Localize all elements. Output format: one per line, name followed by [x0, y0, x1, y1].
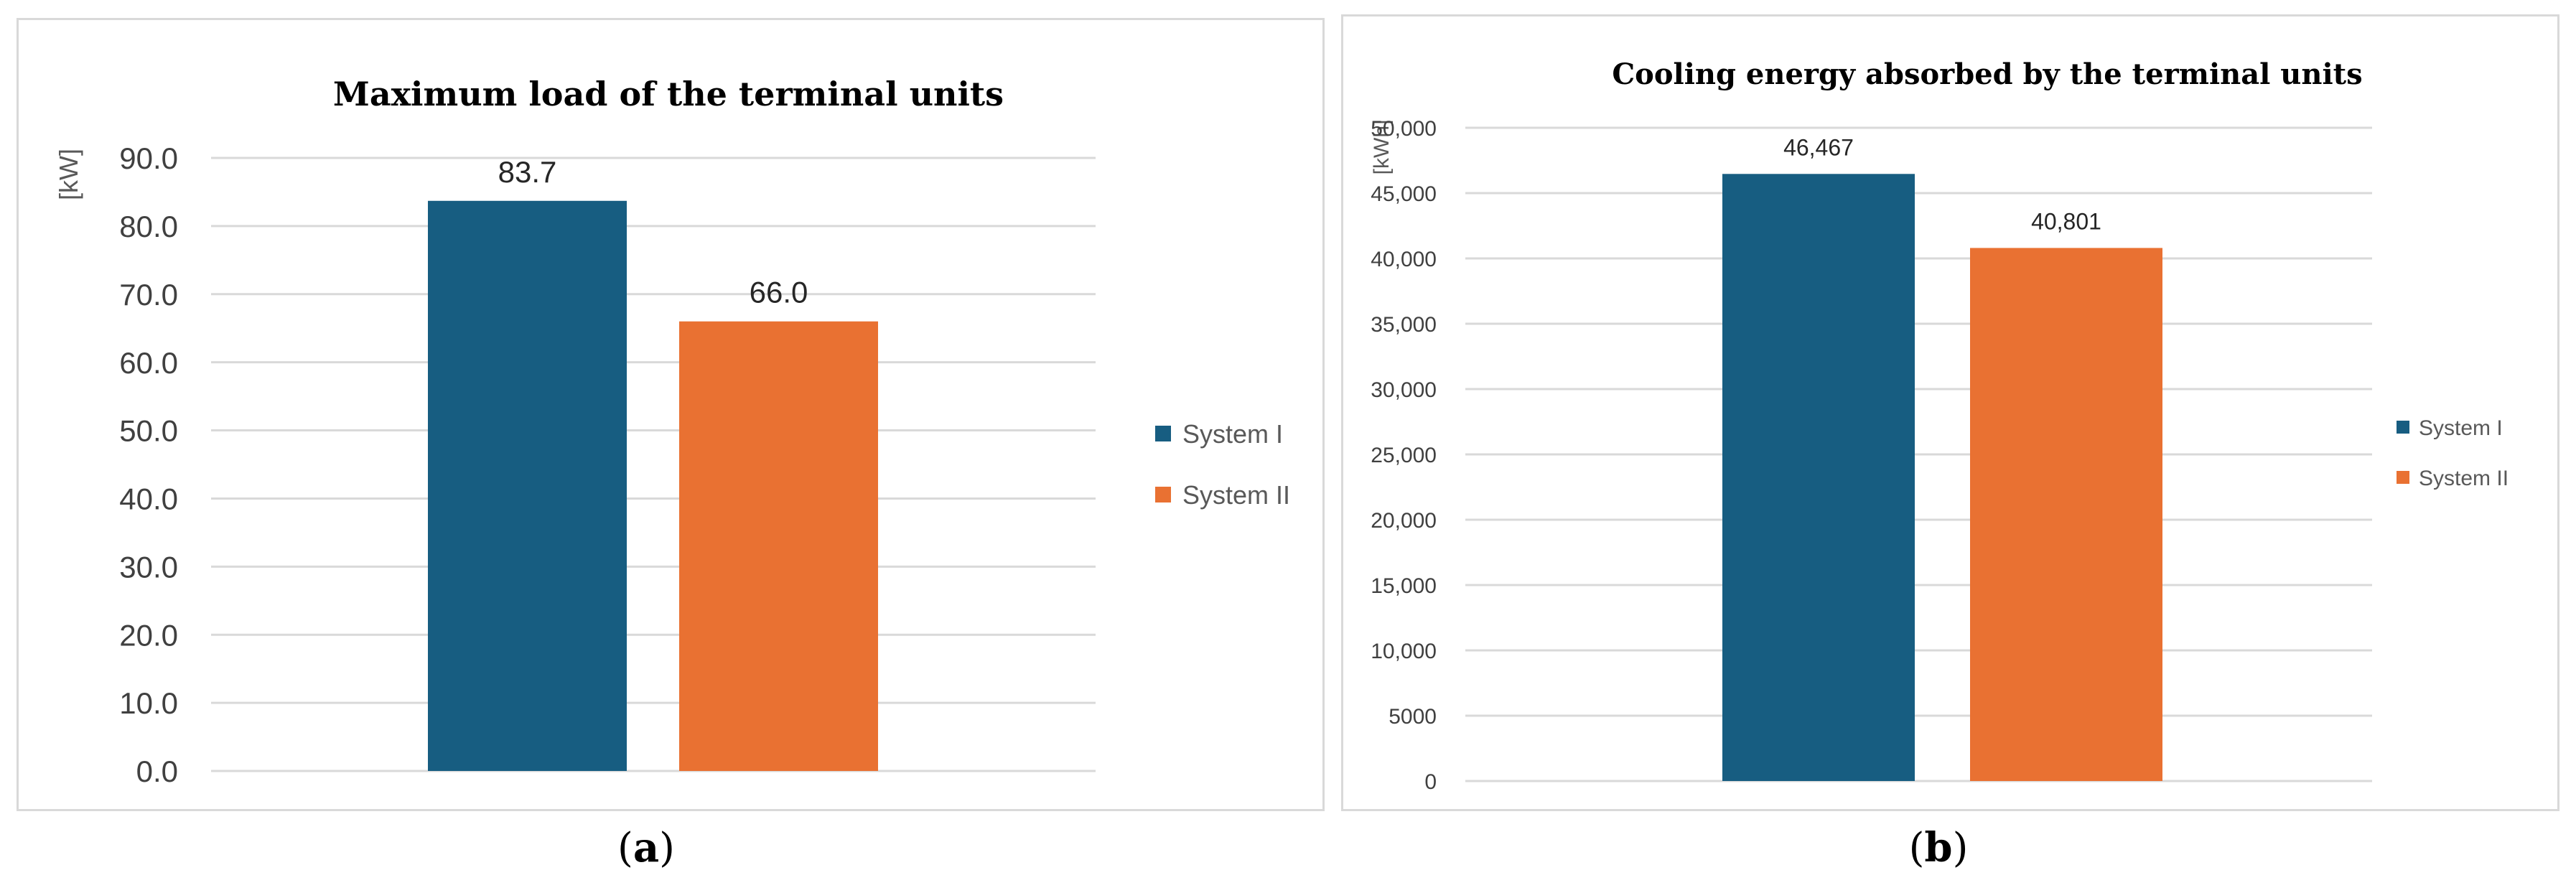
chart-b-y-tick-label: 35,000 [1371, 313, 1437, 337]
chart-panel-a: Maximum load of the terminal units [kW] 0.… [17, 18, 1325, 811]
chart-b-y-tick-label: 10,000 [1371, 640, 1437, 663]
chart-b-title: Cooling energy absorbed by the terminal … [1612, 57, 2362, 91]
chart-b-bar-system-i [1722, 174, 1915, 781]
caption-b-letter: b [1924, 824, 1953, 871]
chart-a-y-tick-label: 60.0 [119, 346, 178, 380]
caption-a: (a) [617, 824, 675, 871]
chart-b-legend-label: System II [2419, 467, 2509, 490]
chart-b-y-tick-label: 25,000 [1371, 444, 1437, 467]
chart-a-legend-label: System I [1182, 419, 1283, 449]
chart-a-y-tick-label: 90.0 [119, 141, 178, 175]
chart-a-y-tick-label: 80.0 [119, 210, 178, 243]
chart-b-legend-swatch [2397, 471, 2409, 484]
chart-b-data-label: 46,467 [1783, 134, 1854, 160]
chart-a-y-tick-label: 10.0 [119, 686, 178, 720]
chart-b-y-tick-label: 40,000 [1371, 248, 1437, 271]
chart-b-y-unit: [kWh] [1370, 120, 1394, 175]
chart-a-y-tick-label: 20.0 [119, 618, 178, 652]
chart-b-y-tick-label: 45,000 [1371, 182, 1437, 206]
chart-b-y-tick-label: 50,000 [1371, 117, 1437, 141]
chart-a-y-tick-label: 50.0 [119, 414, 178, 448]
chart-a-svg: Maximum load of the terminal units [kW] 0.… [54, 75, 1290, 788]
chart-a-legend-swatch [1155, 426, 1171, 441]
chart-b-y-tick-label: 5000 [1389, 705, 1437, 729]
chart-panel-b: Cooling energy absorbed by the terminal … [1341, 14, 2559, 811]
chart-b-y-tick-label: 15,000 [1371, 574, 1437, 598]
chart-a-y-unit: [kW] [54, 149, 83, 200]
chart-b-y-tick-label: 0 [1424, 770, 1437, 794]
caption-b: (b) [1908, 824, 1969, 871]
chart-b-y-tick-label: 20,000 [1371, 509, 1437, 533]
chart-a-legend-swatch [1155, 487, 1171, 502]
chart-a-legend-label: System II [1182, 480, 1290, 510]
chart-a-title: Maximum load of the terminal units [333, 75, 1004, 113]
chart-b-legend-label: System I [2419, 416, 2503, 440]
chart-a-y-tick-label: 70.0 [119, 278, 178, 312]
chart-b-data-label: 40,801 [2031, 208, 2101, 234]
chart-a-data-label: 66.0 [750, 276, 808, 309]
chart-b-bar-system-ii [1970, 248, 2162, 781]
caption-a-letter: a [633, 824, 660, 871]
chart-a-bar-system-i [428, 200, 627, 771]
chart-b-svg: Cooling energy absorbed by the terminal … [1370, 57, 2509, 794]
chart-a-bar-system-ii [679, 321, 878, 771]
chart-a-y-tick-label: 0.0 [136, 754, 178, 788]
chart-b-y-tick-label: 30,000 [1371, 378, 1437, 402]
chart-a-y-tick-label: 30.0 [119, 550, 178, 584]
chart-a-y-tick-label: 40.0 [119, 482, 178, 516]
chart-a-data-label: 83.7 [498, 155, 557, 189]
chart-b-legend-swatch [2397, 421, 2409, 434]
